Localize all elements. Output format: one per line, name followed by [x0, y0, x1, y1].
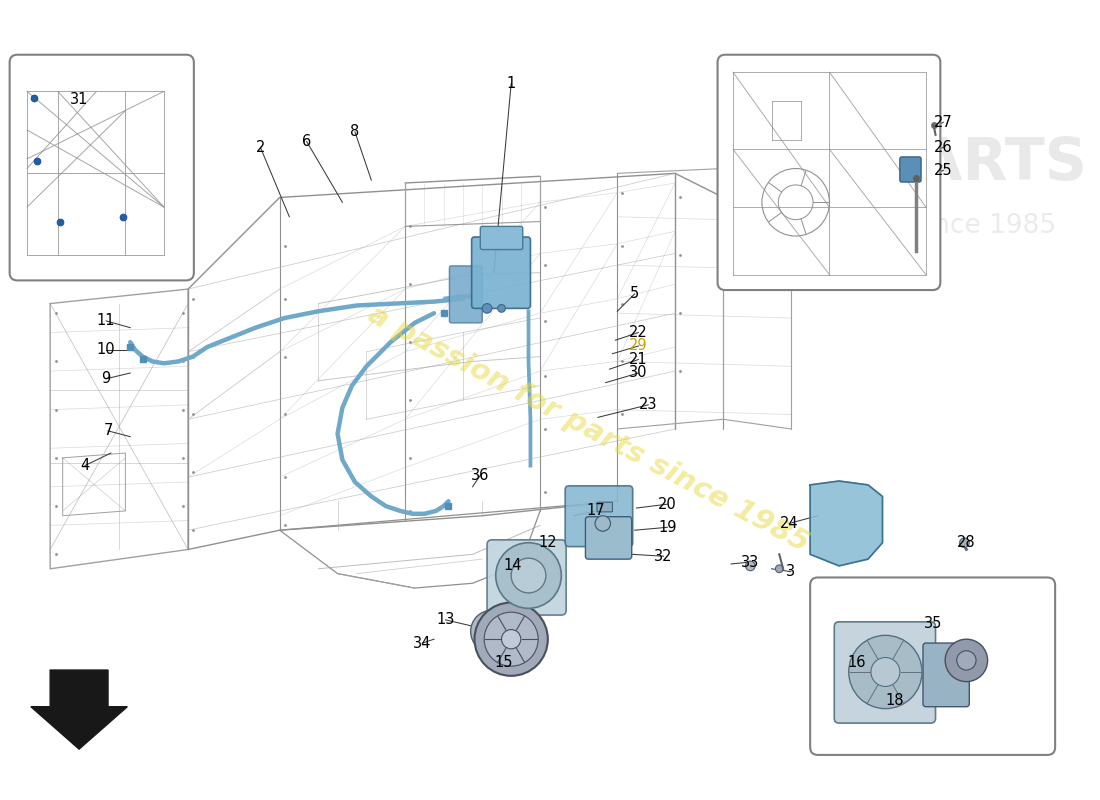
FancyBboxPatch shape: [565, 486, 632, 546]
Text: 19: 19: [658, 520, 676, 535]
Circle shape: [871, 658, 900, 686]
Circle shape: [484, 612, 538, 666]
FancyBboxPatch shape: [923, 643, 969, 706]
Text: 35: 35: [924, 616, 943, 631]
Text: 26: 26: [934, 140, 953, 155]
Polygon shape: [31, 670, 128, 749]
Text: 14: 14: [504, 558, 522, 574]
Text: 24: 24: [780, 516, 799, 531]
Text: 22: 22: [629, 325, 648, 340]
Text: 10: 10: [97, 342, 116, 358]
Text: a passion for parts since 1985: a passion for parts since 1985: [363, 300, 814, 558]
FancyBboxPatch shape: [811, 578, 1055, 755]
Polygon shape: [811, 481, 882, 566]
Text: 16: 16: [847, 655, 866, 670]
Text: PARTS: PARTS: [880, 135, 1087, 192]
Text: 12: 12: [539, 535, 557, 550]
Text: 5: 5: [630, 286, 639, 302]
FancyBboxPatch shape: [585, 517, 631, 559]
Circle shape: [512, 558, 546, 593]
Text: 28: 28: [957, 535, 976, 550]
Circle shape: [746, 561, 756, 570]
Text: 34: 34: [414, 635, 431, 650]
Circle shape: [497, 305, 505, 312]
Text: 20: 20: [658, 497, 676, 512]
Text: 8: 8: [350, 124, 360, 139]
Text: since 1985: since 1985: [912, 214, 1056, 239]
Circle shape: [776, 565, 783, 573]
FancyBboxPatch shape: [10, 54, 194, 281]
Text: 9: 9: [101, 371, 111, 386]
Circle shape: [595, 516, 610, 531]
FancyBboxPatch shape: [597, 502, 613, 512]
FancyBboxPatch shape: [450, 266, 482, 323]
Text: 32: 32: [654, 549, 673, 564]
Text: 13: 13: [437, 612, 454, 627]
Text: 18: 18: [886, 694, 904, 709]
Text: 2: 2: [255, 140, 265, 155]
Text: 17: 17: [586, 503, 605, 518]
Text: 1: 1: [506, 76, 516, 91]
Circle shape: [945, 639, 988, 682]
Text: 23: 23: [639, 398, 658, 412]
Circle shape: [482, 303, 492, 313]
FancyBboxPatch shape: [487, 540, 566, 615]
Text: 33: 33: [741, 554, 759, 570]
Text: 36: 36: [471, 468, 490, 482]
Text: 27: 27: [934, 114, 953, 130]
Text: 29: 29: [629, 338, 648, 354]
Text: 6: 6: [302, 134, 311, 149]
Circle shape: [957, 650, 976, 670]
Circle shape: [849, 635, 922, 709]
Text: 7: 7: [103, 423, 112, 438]
Circle shape: [502, 630, 520, 649]
Text: 11: 11: [97, 314, 116, 329]
FancyBboxPatch shape: [834, 622, 935, 723]
FancyBboxPatch shape: [472, 237, 530, 308]
Circle shape: [471, 610, 513, 653]
Text: 30: 30: [629, 366, 648, 381]
Circle shape: [959, 538, 969, 547]
FancyBboxPatch shape: [900, 157, 921, 182]
Text: 4: 4: [80, 458, 89, 473]
Text: 3: 3: [786, 564, 795, 579]
FancyBboxPatch shape: [481, 226, 522, 250]
Circle shape: [496, 542, 561, 608]
Text: 31: 31: [70, 91, 88, 106]
Circle shape: [474, 602, 548, 676]
FancyBboxPatch shape: [717, 54, 940, 290]
Text: 21: 21: [629, 352, 648, 367]
Text: 25: 25: [934, 163, 953, 178]
Text: 15: 15: [494, 655, 513, 670]
